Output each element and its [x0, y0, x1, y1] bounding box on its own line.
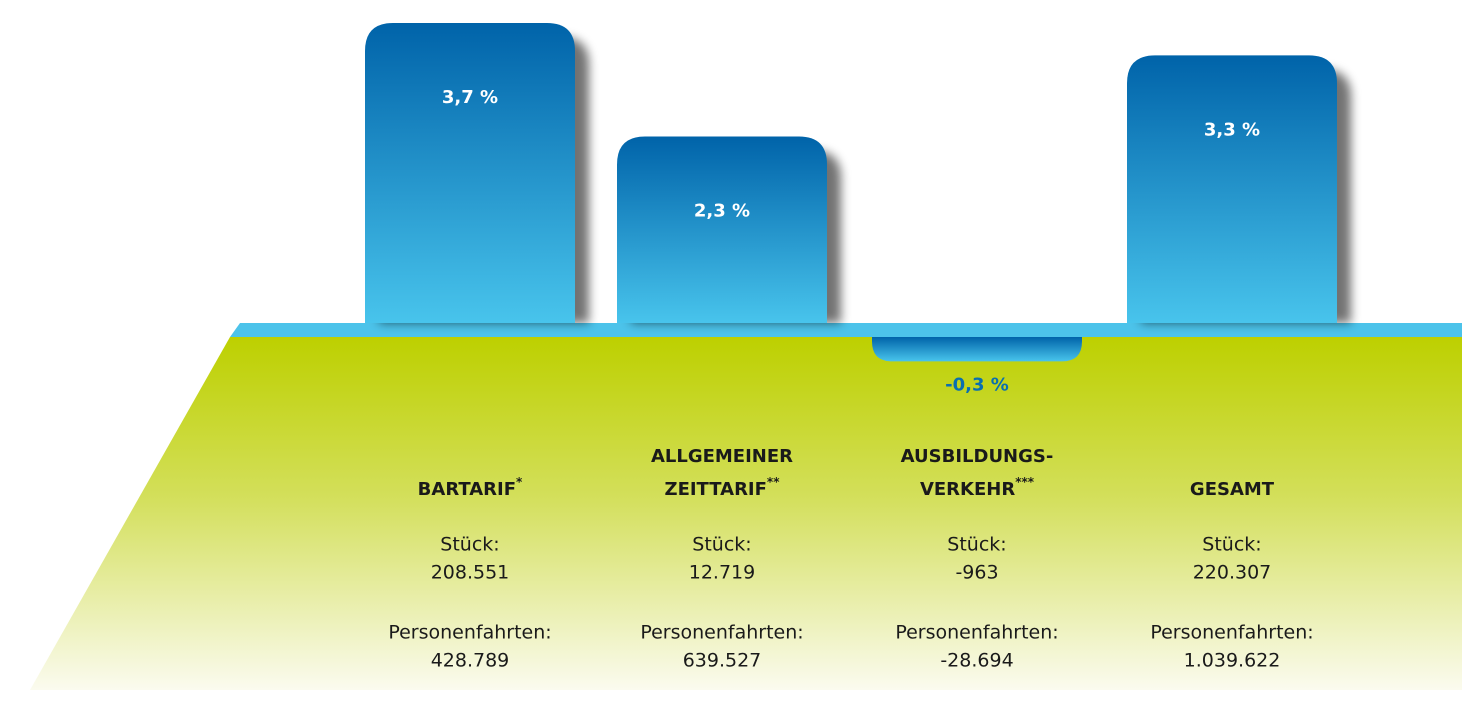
- category-label: GESAMT: [1190, 479, 1275, 500]
- bar: [617, 136, 827, 323]
- category-text: AUSBILDUNGS-: [901, 446, 1054, 467]
- fahrten-value: -28.694: [940, 650, 1013, 672]
- stueck-value: 208.551: [431, 562, 510, 584]
- value-label: 2,3 %: [694, 201, 750, 222]
- category-label: VERKEHR***: [920, 475, 1035, 501]
- fahrten-label: Personenfahrten:: [388, 622, 551, 644]
- fahrten-value: 1.039.622: [1184, 650, 1281, 672]
- value-label: 3,3 %: [1204, 119, 1260, 140]
- stueck-value: 220.307: [1193, 562, 1272, 584]
- stueck-value: 12.719: [689, 562, 755, 584]
- bar: [365, 23, 575, 323]
- fahrten-label: Personenfahrten:: [1150, 622, 1313, 644]
- ground: [30, 337, 1462, 690]
- category-footnote-mark: **: [767, 475, 780, 489]
- category-footnote-mark: *: [516, 475, 523, 489]
- category-label: ALLGEMEINER: [651, 446, 793, 467]
- stueck-value: -963: [955, 562, 998, 584]
- value-label: 3,7 %: [442, 87, 498, 108]
- category-text: BARTARIF: [418, 479, 516, 500]
- bar: [872, 337, 1082, 362]
- category-text: ALLGEMEINER: [651, 446, 793, 467]
- category-label: AUSBILDUNGS-: [901, 446, 1054, 467]
- fahrten-value: 639.527: [683, 650, 762, 672]
- category-label: BARTARIF*: [418, 475, 523, 501]
- fahrten-label: Personenfahrten:: [640, 622, 803, 644]
- stueck-label: Stück:: [440, 534, 499, 556]
- fahrten-value: 428.789: [431, 650, 510, 672]
- category-text: GESAMT: [1190, 479, 1275, 500]
- category-label: ZEITTARIF**: [665, 475, 781, 501]
- baseline-strip: [230, 323, 1462, 337]
- bar: [1127, 55, 1337, 323]
- category-footnote-mark: ***: [1015, 475, 1035, 489]
- stueck-label: Stück:: [692, 534, 751, 556]
- stueck-label: Stück:: [947, 534, 1006, 556]
- fahrten-label: Personenfahrten:: [895, 622, 1058, 644]
- value-label: -0,3 %: [945, 374, 1009, 395]
- category-text: ZEITTARIF: [665, 479, 767, 500]
- category-text: VERKEHR: [920, 479, 1015, 500]
- stueck-label: Stück:: [1202, 534, 1261, 556]
